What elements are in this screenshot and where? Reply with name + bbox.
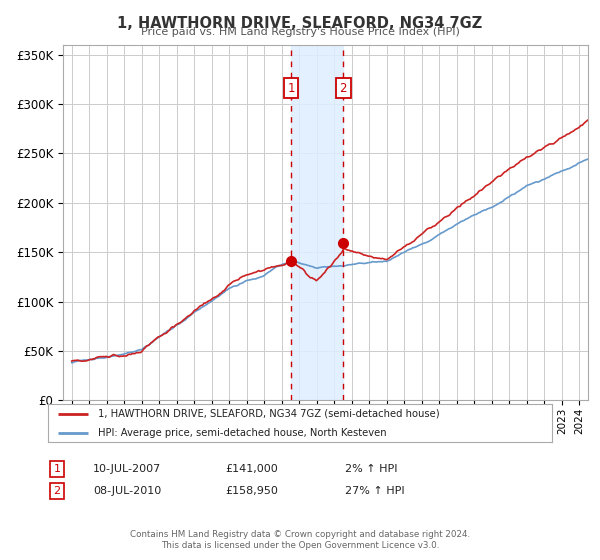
Text: 1, HAWTHORN DRIVE, SLEAFORD, NG34 7GZ: 1, HAWTHORN DRIVE, SLEAFORD, NG34 7GZ [118,16,482,31]
Text: 1, HAWTHORN DRIVE, SLEAFORD, NG34 7GZ (semi-detached house): 1, HAWTHORN DRIVE, SLEAFORD, NG34 7GZ (s… [98,409,440,419]
Text: Contains HM Land Registry data © Crown copyright and database right 2024.: Contains HM Land Registry data © Crown c… [130,530,470,539]
Text: Price paid vs. HM Land Registry's House Price Index (HPI): Price paid vs. HM Land Registry's House … [140,27,460,37]
Bar [291,45,343,400]
Text: £158,950: £158,950 [225,486,278,496]
Text: 10-JUL-2007: 10-JUL-2007 [93,464,161,474]
Text: 2% ↑ HPI: 2% ↑ HPI [345,464,398,474]
Text: HPI: Average price, semi-detached house, North Kesteven: HPI: Average price, semi-detached house,… [98,428,387,438]
Text: 2: 2 [340,82,347,95]
Text: 08-JUL-2010: 08-JUL-2010 [93,486,161,496]
Text: This data is licensed under the Open Government Licence v3.0.: This data is licensed under the Open Gov… [161,541,439,550]
Text: 1: 1 [53,464,61,474]
Text: 27% ↑ HPI: 27% ↑ HPI [345,486,404,496]
Text: 2: 2 [53,486,61,496]
Text: 1: 1 [287,82,295,95]
Text: £141,000: £141,000 [225,464,278,474]
